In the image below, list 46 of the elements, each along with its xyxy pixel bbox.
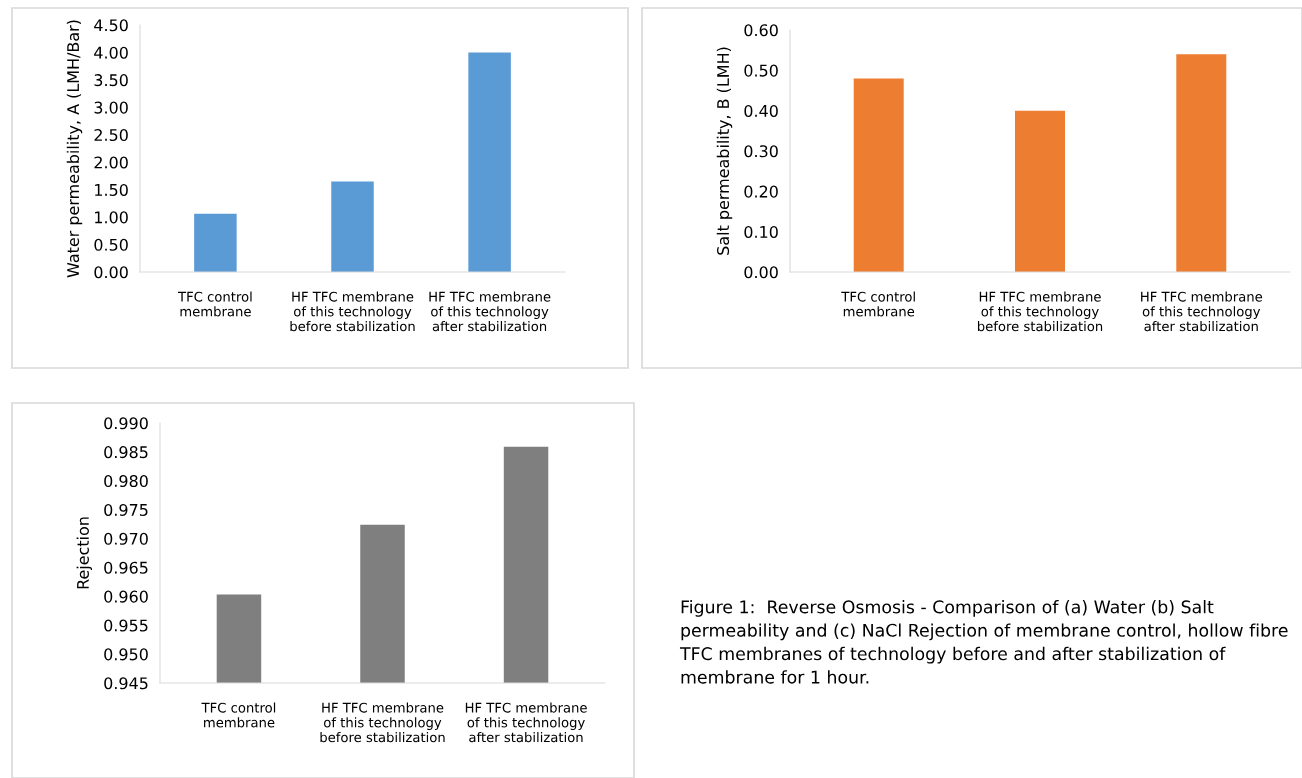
y-tick-label: 0.960: [104, 590, 148, 603]
y-axis-title: Salt permeability, B (LMH): [716, 47, 733, 255]
y-tick-label: 0.985: [104, 446, 148, 459]
x-tick-label: HF TFC membrane of this technology before stabilization: [320, 702, 445, 743]
y-tick-label: 0.975: [104, 503, 148, 516]
y-tick-label: 0.950: [104, 648, 148, 661]
y-tick-label: 0.50: [94, 238, 128, 251]
y-tick-label: 0.50: [744, 64, 778, 77]
y-tick-label: 0.965: [104, 561, 148, 574]
bar: [1176, 54, 1227, 272]
x-tick-label: HF TFC membrane of this technology before stabilization: [977, 291, 1103, 332]
x-tick-label: TFC control membrane: [177, 291, 252, 317]
x-tick-label: HF TFC membrane of this technology after stabilization: [1141, 291, 1263, 332]
y-tick-label: 4.50: [94, 19, 128, 32]
y-tick-label: 2.00: [94, 156, 128, 169]
bar: [331, 181, 374, 272]
bar: [853, 78, 904, 272]
y-tick-label: 4.00: [94, 46, 128, 59]
bar: [194, 213, 237, 272]
y-tick-label: 0.10: [744, 225, 778, 238]
y-tick-label: 2.50: [94, 128, 128, 142]
x-tick-label: HF TFC membrane of this technology before stabilization: [290, 291, 415, 332]
y-tick-label: 1.50: [95, 183, 128, 196]
y-tick-label: 0.955: [104, 619, 148, 632]
y-tick-label: 0.00: [744, 266, 778, 279]
bar: [1015, 110, 1065, 272]
y-tick-label: 0.40: [744, 104, 778, 117]
y-axis-title: Rejection: [76, 517, 93, 589]
x-tick-label: HF TFC membrane of this technology after stabilization: [429, 291, 551, 332]
y-tick-label: 0.20: [744, 185, 778, 198]
y-tick-label: 0.990: [104, 417, 148, 430]
y-axis-title: Water permeability, A (LMH/Bar): [66, 20, 83, 278]
y-tick-label: 3.00: [94, 101, 128, 114]
y-tick-label: 0.30: [744, 145, 778, 158]
y-tick-label: 1.00: [95, 211, 128, 224]
y-tick-label: 0.980: [104, 474, 148, 488]
x-tick-label: TFC control membrane: [201, 702, 276, 728]
y-tick-label: 3.50: [94, 74, 128, 87]
caption: Figure 1: Reverse Osmosis - Comparison of (a) Water (b) Salt permeability and (c) NaCl Rejection of membrane control, hollow fibre TFC membranes of technology before and after stabilization of membrane for 1 hour.: [679, 600, 1288, 684]
x-tick-label: TFC control membrane: [841, 291, 915, 317]
x-tick-label: HF TFC membrane of this technology after stabilization: [465, 702, 587, 743]
y-tick-label: 0.00: [94, 266, 128, 279]
y-tick-label: 0.970: [104, 532, 148, 545]
y-tick-label: 0.945: [104, 677, 148, 690]
bar: [468, 52, 511, 272]
y-tick-label: 0.60: [744, 24, 778, 37]
